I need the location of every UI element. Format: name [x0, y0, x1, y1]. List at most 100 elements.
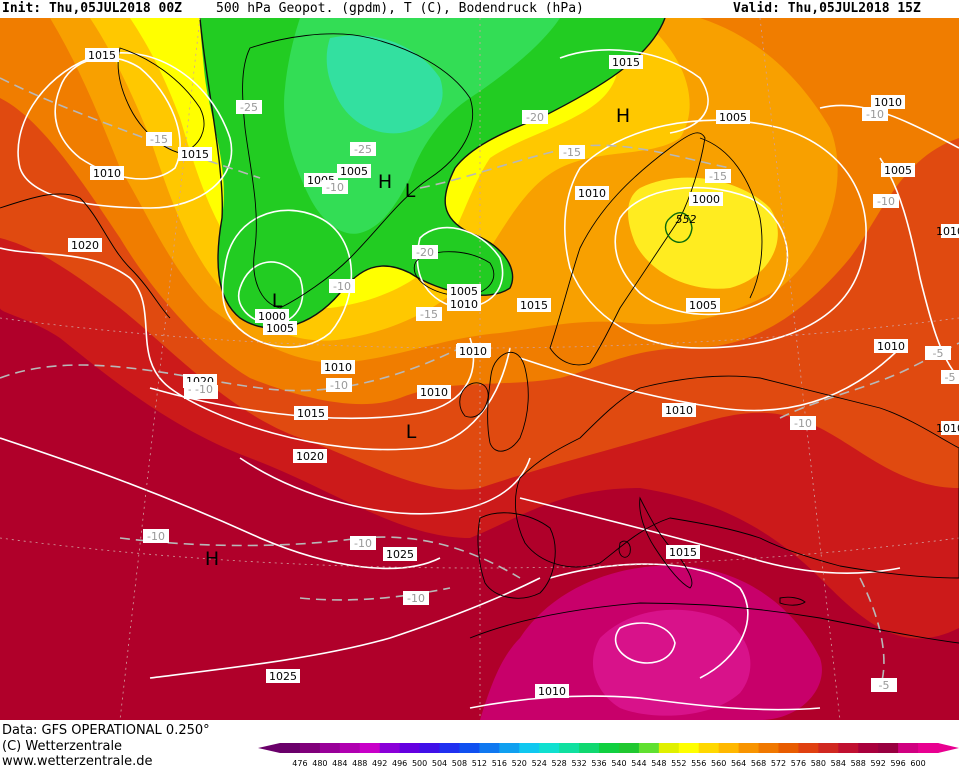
graticule [0, 18, 959, 720]
temperature-label: -10 [403, 591, 429, 605]
pressure-label: 1010 [535, 684, 569, 698]
legend-color-swatch [379, 743, 401, 753]
legend-color-swatch [658, 743, 680, 753]
low-marker: L [272, 290, 283, 312]
field-band-596 [592, 609, 751, 716]
legend-tick-label: 528 [552, 759, 567, 768]
pressure-label: 1010 [90, 166, 124, 180]
pressure-label: 1010 [321, 360, 355, 374]
coastline-britain [487, 351, 529, 452]
isobar-1025-s [149, 577, 541, 679]
svg-text:1000: 1000 [692, 193, 720, 206]
pressure-label: 1025 [266, 669, 300, 683]
legend-tick-label: 484 [332, 759, 347, 768]
svg-text:1025: 1025 [386, 548, 414, 561]
temperature-label: -20 [522, 110, 548, 124]
legend-color-swatch [439, 743, 460, 753]
svg-text:1025: 1025 [269, 670, 297, 683]
coastline-crete [779, 596, 806, 606]
legend-color-swatch [519, 743, 540, 753]
legend-color-swatch [678, 743, 700, 753]
pressure-label: 1010 [417, 385, 451, 399]
svg-text:-25: -25 [240, 101, 258, 114]
legend-color-swatch [798, 743, 819, 753]
svg-text:1010: 1010 [578, 187, 606, 200]
legend-tick-label: 524 [532, 759, 547, 768]
isotherm-10-west [0, 347, 461, 392]
svg-text:-10: -10 [354, 537, 372, 550]
legend-tick-label: 480 [312, 759, 327, 768]
init-time: Init: Thu,05JUL2018 00Z [2, 1, 183, 16]
legend-tick-label: 600 [910, 759, 925, 768]
legend-tick-label: 496 [392, 759, 407, 768]
legend-color-swatch [399, 743, 421, 753]
legend-tick-label: 572 [771, 759, 786, 768]
color-scale-legend: 476 480 484 488 492 496 500 504 508 512 516 520 524 5… [258, 743, 959, 768]
high-marker: H [205, 548, 219, 570]
legend-tick-label: 576 [791, 759, 806, 768]
website-link[interactable]: www.wetterzentrale.de [2, 754, 153, 769]
pressure-label: 1025 [383, 547, 417, 561]
temperature-label: -10 [143, 529, 169, 543]
legend-tick-label: 520 [512, 759, 527, 768]
coastline-italy [639, 496, 693, 589]
legend-tick-label: 532 [571, 759, 586, 768]
legend-tick-label: 540 [611, 759, 626, 768]
legend-tick-label: 588 [851, 759, 866, 768]
coastlines [0, 33, 959, 644]
pressure-label-552: 552 [676, 213, 697, 226]
coastline-finland [699, 137, 763, 299]
pressure-label: 1000 [255, 309, 289, 323]
isobar-1010-africa [614, 622, 676, 664]
contour-552-line [199, 18, 666, 329]
temperature-label: -25 [236, 100, 262, 114]
svg-text:1010: 1010 [936, 422, 959, 435]
legend-color-swatch [559, 743, 580, 753]
legend-tick-label: 560 [711, 759, 726, 768]
isobar-1020-s [239, 457, 531, 515]
pressure-label: 1015 [609, 55, 643, 69]
isobar-1010-greenland [221, 209, 353, 348]
svg-text:-25: -25 [354, 143, 372, 156]
svg-text:-10: -10 [877, 195, 895, 208]
legend-color-swatch [758, 743, 779, 753]
coastline-iberia [477, 512, 556, 599]
chart-header: Init: Thu,05JUL2018 00Z 500 hPa Geopot. … [0, 0, 959, 18]
temperature-label: -10 [873, 194, 899, 208]
svg-text:1010: 1010 [93, 167, 121, 180]
temperature-label: -15 [416, 307, 442, 321]
coastline-scandinavia [549, 132, 706, 366]
legend-color-swatch [898, 743, 919, 753]
pressure-label: 1015 [178, 147, 212, 161]
pressure-label: 1020 [68, 238, 102, 252]
coastline-greenland [242, 33, 474, 309]
temperature-label: -10 [350, 536, 376, 550]
legend-color-swatch [698, 743, 720, 753]
svg-text:-5: -5 [945, 371, 956, 384]
temperature-label: -10 [862, 107, 888, 121]
pressure-label: 1010 [447, 297, 481, 311]
pressure-label: 1005 [263, 321, 297, 335]
legend-tick-label: 584 [831, 759, 846, 768]
legend-tick-label: 516 [492, 759, 507, 768]
svg-text:-5: -5 [933, 347, 944, 360]
isobar-1010-se [469, 695, 821, 711]
svg-text:1010: 1010 [420, 386, 448, 399]
isobar-1010-central [519, 347, 901, 412]
legend-color-swatch [459, 743, 480, 753]
low-marker: L [406, 421, 417, 443]
pressure-label: 1005 [447, 284, 481, 298]
isobar-1015-north [559, 49, 709, 134]
isotherm-10-sw2 [299, 587, 451, 601]
field-yellow-patch-east [628, 177, 778, 289]
legend-color-swatch [618, 743, 640, 753]
svg-text:1005: 1005 [689, 299, 717, 312]
svg-text:1010: 1010 [877, 340, 905, 353]
legend-tick-label: 544 [631, 759, 646, 768]
svg-text:-15: -15 [709, 170, 727, 183]
pressure-label: 1010 [575, 186, 609, 200]
pressure-label: 1015 [666, 545, 700, 559]
legend-tick-label: 504 [432, 759, 447, 768]
legend-color-swatch [319, 743, 341, 753]
svg-text:1015: 1015 [520, 299, 548, 312]
